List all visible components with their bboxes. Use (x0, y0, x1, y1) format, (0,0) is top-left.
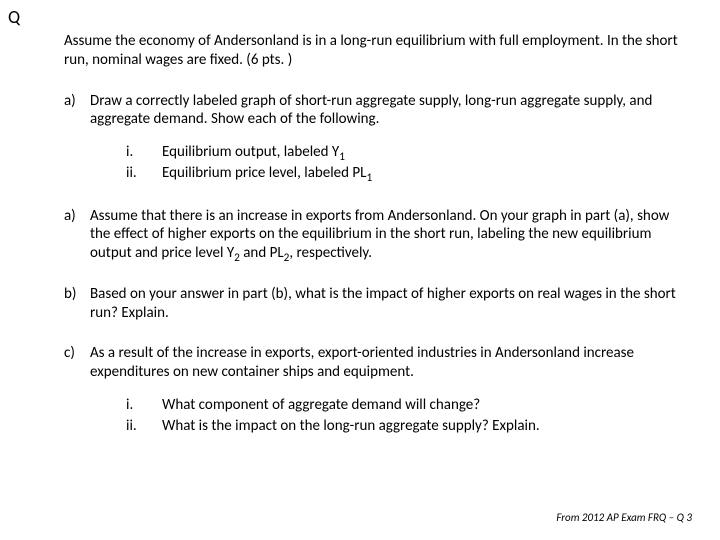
sub-label: i. (126, 396, 162, 415)
part-label: c) (64, 344, 90, 382)
subitem: ii. Equilibrium price level, labeled PL1 (126, 164, 680, 183)
sublist: i. What component of aggregate demand wi… (126, 396, 680, 436)
sub-body: Equilibrium price level, labeled PL1 (162, 164, 372, 183)
question-content: Assume the economy of Andersonland is in… (64, 32, 680, 457)
part-a: a) Draw a correctly labeled graph of sho… (64, 92, 680, 185)
part-text: Draw a correctly labeled graph of short-… (90, 92, 652, 129)
part-b: b) Based on your answer in part (b), wha… (64, 285, 680, 323)
sub-body: What component of aggregate demand will … (162, 396, 480, 415)
sub-label: i. (126, 143, 162, 162)
sub-label: ii. (126, 164, 162, 183)
subitem: i. Equilibrium output, labeled Y1 (126, 143, 680, 162)
part-label: b) (64, 285, 90, 323)
part-c: c) As a result of the increase in export… (64, 344, 680, 382)
sub-body: What is the impact on the long-run aggre… (162, 417, 540, 436)
part-a2: a) Assume that there is an increase in e… (64, 207, 680, 263)
subitem: ii. What is the impact on the long-run a… (126, 417, 680, 436)
part-label: a) (64, 207, 90, 263)
subitem: i. What component of aggregate demand wi… (126, 396, 680, 415)
intro-text: Assume the economy of Andersonland is in… (64, 32, 680, 70)
question-letter: Q (8, 6, 20, 28)
sublist: i. Equilibrium output, labeled Y1 ii. Eq… (126, 143, 680, 183)
part-body: Assume that there is an increase in expo… (90, 207, 680, 263)
part-body: As a result of the increase in exports, … (90, 344, 680, 382)
footer-citation: From 2012 AP Exam FRQ – Q 3 (556, 511, 692, 524)
part-body: Based on your answer in part (b), what i… (90, 285, 680, 323)
part-label: a) (64, 92, 90, 185)
sub-label: ii. (126, 417, 162, 436)
part-body: Draw a correctly labeled graph of short-… (90, 92, 680, 185)
sub-body: Equilibrium output, labeled Y1 (162, 143, 345, 162)
